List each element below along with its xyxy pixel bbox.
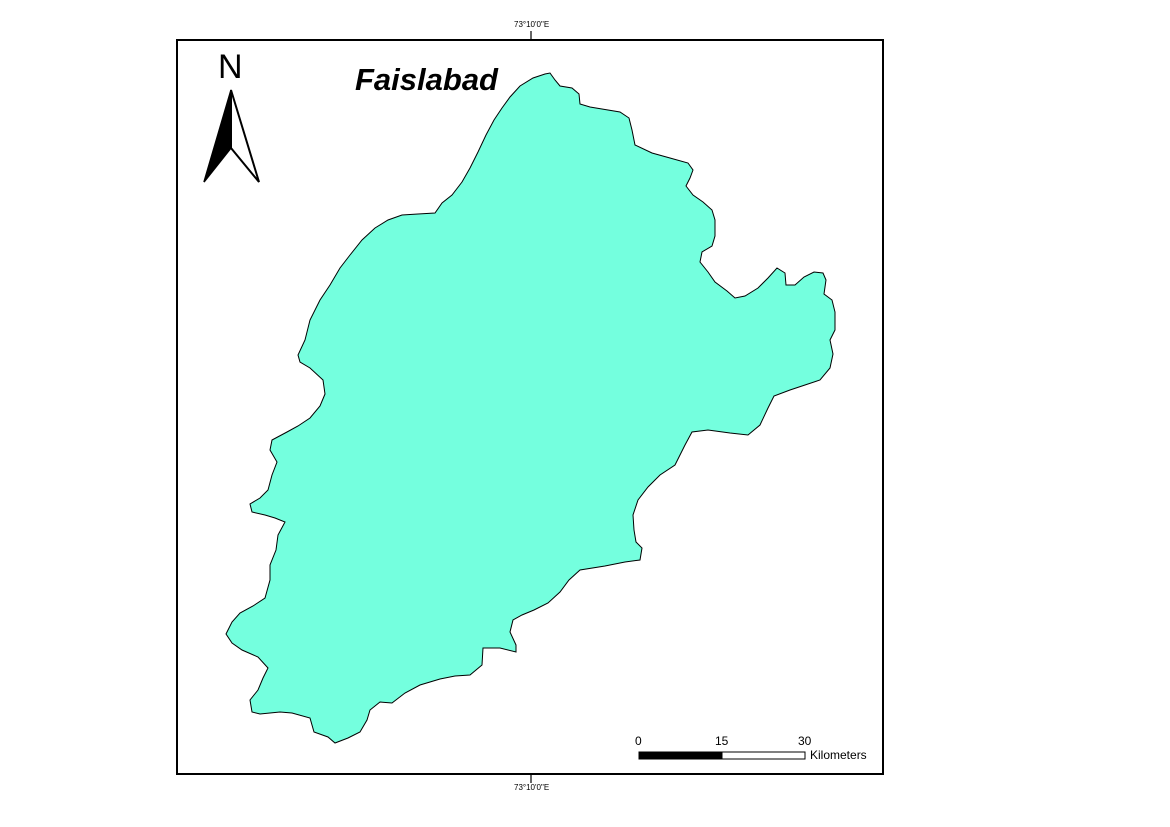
scale-tick-label-15: 15: [715, 734, 729, 748]
scale-bar-segment-dark: [638, 751, 723, 760]
scale-tick-label-30: 30: [798, 734, 812, 748]
map-title: Faislabad: [355, 62, 498, 97]
scale-units-label: Kilometers: [810, 748, 867, 762]
map-frame: [176, 39, 884, 775]
scale-bar: [638, 751, 806, 760]
graticule-label-top: 73°10'0"E: [514, 20, 550, 29]
district-boundary: [225, 72, 836, 744]
scale-bar-segment-light: [721, 751, 806, 760]
north-arrow-label: N: [218, 48, 243, 86]
graticule-label-bottom: 73°10'0"E: [514, 783, 550, 792]
scale-tick-label-0: 0: [635, 734, 642, 748]
north-arrow-icon: [203, 89, 260, 183]
